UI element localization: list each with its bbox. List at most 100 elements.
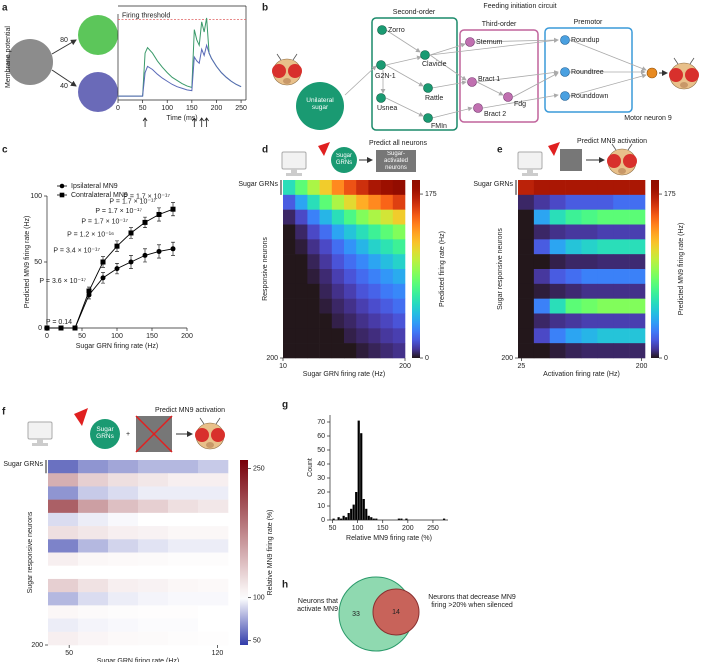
heatmap-cell — [331, 254, 345, 270]
heatmap-cell — [168, 512, 199, 527]
heatmap-cell — [48, 486, 79, 500]
x-tick-label: 0 — [116, 105, 120, 112]
header: Predict all neurons — [369, 140, 427, 147]
heatmap-cell — [380, 254, 394, 270]
venn-right — [372, 588, 420, 636]
node-label: Rounddown — [571, 93, 608, 100]
heatmap-cell — [295, 269, 308, 285]
y-axis-label: Sugar responsive neurons — [27, 511, 34, 593]
heatmap-cell — [331, 180, 345, 196]
heatmap-cell — [48, 473, 79, 487]
heatmap-cell — [392, 298, 406, 314]
heatmap-cell — [295, 209, 308, 225]
heatmap-cell — [597, 343, 614, 359]
heatmap-cell — [168, 565, 199, 580]
x-tick-label: 200 — [636, 363, 648, 370]
third-order-nodes — [465, 37, 513, 113]
heatmap-cell — [629, 298, 646, 314]
heatmap-cell — [581, 313, 598, 329]
heatmap-cell — [295, 298, 308, 314]
heatmap-cell — [48, 565, 79, 580]
heatmap-cell — [356, 224, 369, 240]
heatmap-cell — [319, 343, 333, 359]
heatmap-cell — [78, 486, 109, 500]
heatmap-cell — [78, 578, 109, 593]
heatmap-cell — [344, 328, 357, 344]
heatmap-cell — [533, 313, 551, 329]
heatmap-cell — [198, 618, 229, 633]
heatmap-cell — [48, 578, 79, 593]
heatmap-cell — [392, 254, 406, 270]
p-value: P = 1.7 × 10⁻¹⁷ — [81, 219, 128, 226]
p-value: P = 1.2 × 10⁻¹⁶ — [67, 232, 114, 239]
heatmap-cell — [78, 618, 109, 633]
heatmap-cell — [533, 194, 551, 210]
heatmap-cell — [307, 283, 320, 299]
x-tick-label: 50 — [78, 333, 86, 340]
node-label: Roundtree — [571, 69, 604, 76]
heatmap-cell — [380, 269, 394, 285]
panel-label: d — [262, 145, 268, 156]
heatmap-cell — [549, 283, 566, 299]
heatmap-cell — [78, 539, 109, 553]
heatmap-cell — [533, 224, 551, 240]
colorbar — [651, 180, 659, 358]
heatmap-cell — [198, 605, 229, 619]
heatmap-cell — [198, 526, 229, 540]
heatmap-cell — [295, 224, 308, 240]
x-tick-label: 100 — [161, 105, 173, 112]
point — [100, 259, 106, 265]
heatmap-cell — [307, 194, 320, 210]
heatmap-cell — [108, 552, 139, 567]
heatmap-cell — [307, 209, 320, 225]
heatmap-cell — [368, 298, 381, 314]
heatmap-cell — [597, 194, 614, 210]
heatmap-cell — [356, 194, 369, 210]
heatmap-cell — [597, 224, 614, 240]
heatmap-cell — [319, 254, 333, 270]
heatmap-cell — [78, 565, 109, 580]
heatmap-cell — [518, 239, 535, 255]
heatmap-cell — [533, 180, 551, 196]
heatmap-cell — [549, 313, 566, 329]
y-tick-label: 0 — [38, 325, 42, 332]
y-axis-label: Sugar responsive neurons — [497, 228, 504, 310]
node-label: Fdg — [514, 101, 526, 108]
heatmap-cell — [518, 254, 535, 270]
heatmap-cell — [518, 298, 535, 314]
x-tick-label: 120 — [212, 650, 224, 657]
heatmap-cell — [380, 313, 394, 329]
heatmap-cell — [198, 512, 229, 527]
heatmap-cell — [138, 592, 169, 606]
heatmap-cell — [565, 224, 582, 240]
heatmap-cell — [168, 526, 199, 540]
heatmap-cell — [356, 239, 369, 255]
heatmap-cell — [549, 254, 566, 270]
heatmap-cell — [344, 298, 357, 314]
heatmap-cell — [368, 269, 381, 285]
node-label: Usnea — [377, 105, 397, 112]
colorbar-tick-label: 175 — [664, 191, 676, 198]
panel-d-header: Sugar GRNs Sugar-activated neurons Predi… — [281, 140, 427, 177]
heatmap-cell — [331, 224, 345, 240]
heatmap-cell — [108, 539, 139, 553]
row-label: Sugar GRNs — [238, 181, 278, 188]
colorbar-tick-label: 0 — [664, 355, 668, 362]
diagram-b: Unilateral sugar Feeding initiation circ… — [271, 3, 700, 131]
bar — [400, 518, 403, 520]
heatmap-cell — [613, 224, 630, 240]
heatmap-cell — [356, 283, 369, 299]
heatmap-cell — [380, 209, 394, 225]
point — [156, 248, 162, 254]
heatmap-cell — [108, 618, 139, 633]
output-label: Sugar-activated neurons — [383, 151, 408, 171]
heatmap-cell — [307, 254, 320, 270]
input-label: Unilateral sugar — [306, 97, 334, 112]
heatmap-cell — [565, 298, 582, 314]
stimulus-arrow — [204, 117, 209, 127]
heatmap-cell — [319, 269, 333, 285]
heatmap-cell — [581, 194, 598, 210]
heatmap-cell — [138, 473, 169, 487]
y-tick-label: 20 — [317, 489, 325, 496]
heatmap-cell — [319, 209, 333, 225]
